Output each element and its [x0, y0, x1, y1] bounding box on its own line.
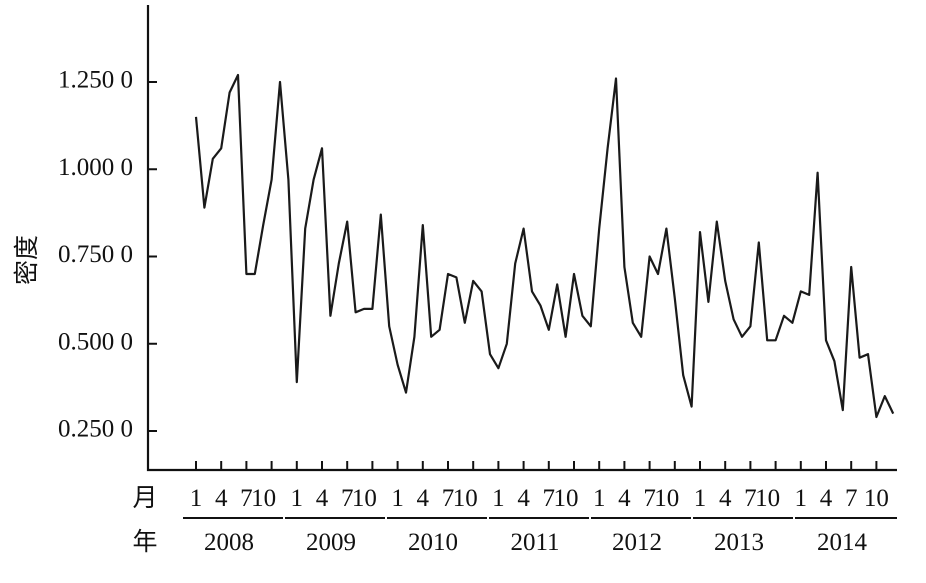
x-tick-label: 10 [554, 485, 579, 512]
x-tick-label: 7 [442, 485, 455, 512]
x-tick-label: 1 [190, 485, 203, 512]
year-label: 2010 [408, 529, 458, 556]
year-label: 2014 [817, 529, 868, 556]
x-tick-label: 7 [643, 485, 656, 512]
x-tick-label: 7 [240, 485, 253, 512]
y-tick-label: 0.750 0 [58, 241, 133, 268]
year-label: 2012 [612, 529, 662, 556]
x-tick-label: 4 [316, 485, 329, 512]
series-line [194, 73, 895, 419]
y-tick-label: 0.500 0 [58, 328, 133, 355]
x-tick-label: 1 [795, 485, 808, 512]
x-tick-label: 4 [719, 485, 732, 512]
axes-frame [146, 5, 897, 472]
x-tick-label: 1 [492, 485, 505, 512]
x-tick-label: 4 [618, 485, 631, 512]
x-tick-label: 1 [291, 485, 304, 512]
x-tick-label: 10 [864, 485, 889, 512]
x-tick-label: 7 [845, 485, 858, 512]
x-tick-label: 1 [694, 485, 707, 512]
year-label: 2013 [714, 529, 764, 556]
x-tick-label: 10 [654, 485, 679, 512]
y-tick-label: 0.250 0 [58, 416, 133, 443]
x-tick-label: 4 [417, 485, 430, 512]
y-tick-label: 1.250 0 [58, 67, 133, 94]
x-tick-label: 4 [215, 485, 228, 512]
x-axis-year-title: 年 [132, 527, 157, 556]
y-axis-ticks: 0.250 0 0.500 0 0.750 0 1.000 0 1.250 0 [58, 67, 157, 443]
x-tick-label: 7 [744, 485, 757, 512]
y-axis-title: 密度 [12, 235, 41, 285]
x-axis-month-title: 月 [132, 483, 157, 512]
x-tick-label: 4 [517, 485, 530, 512]
x-tick-label: 7 [543, 485, 556, 512]
x-tick-label: 10 [755, 485, 780, 512]
x-tick-label: 4 [820, 485, 833, 512]
x-tick-label: 10 [352, 485, 377, 512]
year-label: 2009 [306, 529, 356, 556]
x-tick-label: 1 [391, 485, 404, 512]
y-tick-label: 1.000 0 [58, 154, 133, 181]
x-axis-ticks: 1 4 710 1 4 710 1 4 710 1 4 710 1 4 710 1 4 710 1 4 7 10 [190, 461, 889, 512]
x-tick-label: 10 [453, 485, 478, 512]
x-tick-label: 7 [341, 485, 354, 512]
x-tick-label: 1 [593, 485, 606, 512]
year-axis: 2008 2009 2010 2011 2012 2013 2014 [183, 517, 897, 556]
x-tick-label: 10 [251, 485, 276, 512]
year-label: 2011 [510, 529, 559, 556]
year-label: 2008 [204, 529, 254, 556]
